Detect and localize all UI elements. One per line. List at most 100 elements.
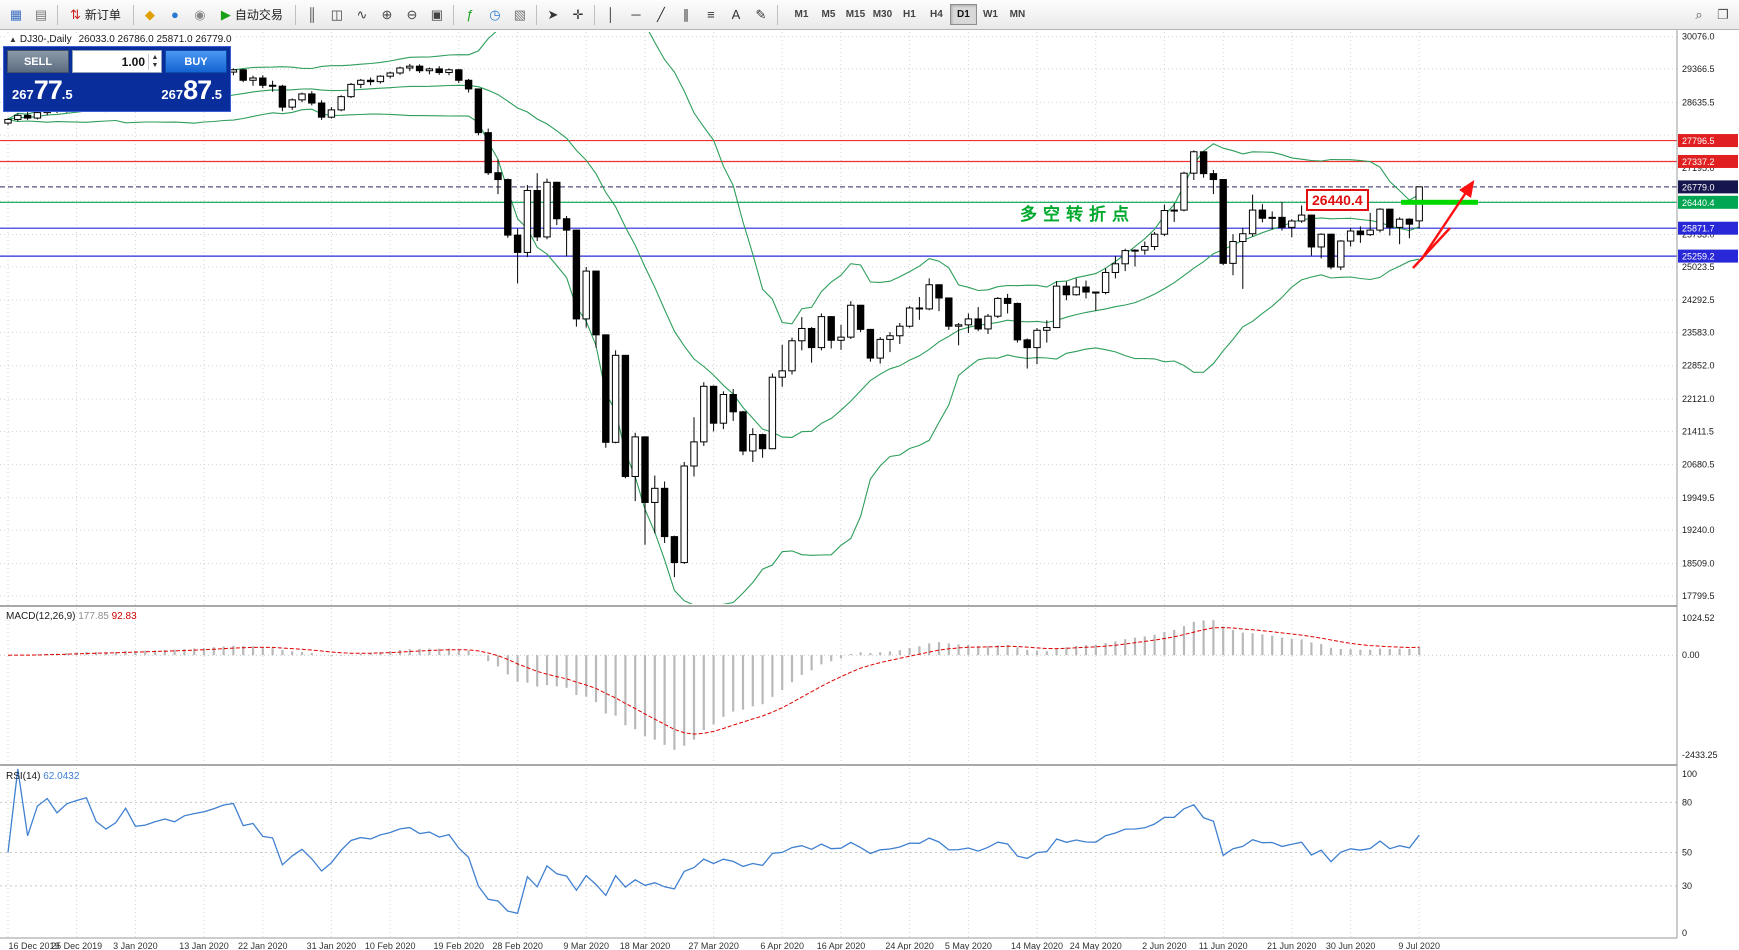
arrows-button[interactable]: ✎: [749, 3, 773, 27]
collapse-arrow-icon[interactable]: ▲: [9, 35, 17, 44]
sell-price[interactable]: 26777.5: [12, 75, 73, 105]
svg-text:30076.0: 30076.0: [1682, 32, 1715, 42]
tile-windows-button[interactable]: ▣: [425, 3, 449, 27]
volume-down-arrow-icon[interactable]: ▼: [151, 61, 159, 69]
chart-profiles-button[interactable]: ▤: [29, 3, 53, 27]
svg-text:6 Apr 2020: 6 Apr 2020: [760, 941, 804, 950]
autotrading-button-label: 自动交易: [234, 8, 283, 22]
periods-dropdown-icon: ◷: [489, 7, 501, 22]
price-badge-27337.2[interactable]: [1678, 154, 1738, 168]
candlestick-series: [4, 63, 1423, 578]
svg-text:-2433.25: -2433.25: [1682, 750, 1718, 760]
volume-stepper[interactable]: 1.00 ▲ ▼: [72, 50, 162, 73]
new-chart-icon: ▦: [9, 7, 23, 22]
symbol-period-label: DJ30-,Daily: [19, 34, 72, 45]
search-button[interactable]: ⌕: [1687, 3, 1711, 27]
timeframe-h1[interactable]: H1: [896, 4, 923, 25]
macd-indicator-label: MACD(12,26,9) 177.85 92.83: [6, 611, 137, 622]
toolbar-separator: [57, 4, 58, 25]
new-order-button-label: 新订单: [84, 8, 121, 22]
community-button[interactable]: ●: [163, 3, 187, 27]
fibonacci-button[interactable]: ≡: [699, 3, 723, 27]
volume-value[interactable]: 1.00: [121, 54, 145, 69]
price-badge-25871.7[interactable]: [1678, 221, 1738, 235]
cursor-button[interactable]: ➤: [541, 3, 565, 27]
buy-button[interactable]: BUY: [165, 50, 227, 73]
chart-background: [0, 30, 1739, 950]
fibonacci-icon: ≡: [707, 7, 715, 22]
svg-text:13 Jan 2020: 13 Jan 2020: [179, 941, 229, 950]
crosshair-icon: ✛: [572, 7, 584, 22]
new-window-button[interactable]: ❐: [1711, 3, 1735, 27]
timeframe-m30[interactable]: M30: [869, 4, 896, 25]
toolbar-separator: [593, 4, 595, 25]
trend-arrow[interactable]: [1420, 180, 1475, 261]
horizontal-line-icon: ─: [631, 7, 641, 22]
toolbar: ▦ ▤ ⇅ 新订单 ◆ ● ◉ ▶ 自动交易 ║ ◫ ∿ ⊕ ⊖ ▣ ƒ ◷ ▧ ➤ ✛ │ ─ ╱ ∥ ≡ A ✎ M1 M5 M15 M…: [0, 0, 1739, 30]
channel-button[interactable]: ∥: [674, 3, 698, 27]
zoom-out-icon: ⊖: [406, 7, 418, 22]
svg-text:1024.52: 1024.52: [1682, 613, 1715, 623]
timeframe-d1[interactable]: D1: [949, 4, 977, 25]
new-order-button[interactable]: ⇅ 新订单: [62, 3, 129, 27]
svg-text:24 May 2020: 24 May 2020: [1070, 941, 1122, 950]
new-chart-button[interactable]: ▦: [4, 3, 28, 27]
autotrading-button[interactable]: ▶ 自动交易: [213, 3, 291, 27]
svg-text:27 Mar 2020: 27 Mar 2020: [688, 941, 739, 950]
buy-price[interactable]: 26787.5: [161, 75, 222, 105]
svg-text:30 Jun 2020: 30 Jun 2020: [1326, 941, 1376, 950]
svg-text:28 Feb 2020: 28 Feb 2020: [492, 941, 543, 950]
svg-text:25023.5: 25023.5: [1682, 262, 1715, 272]
svg-text:5 May 2020: 5 May 2020: [945, 941, 992, 950]
crosshair-button[interactable]: ✛: [566, 3, 590, 27]
timeframe-w1[interactable]: W1: [977, 4, 1004, 25]
rsi-line: [7, 768, 1420, 915]
svg-text:30: 30: [1682, 881, 1692, 891]
timeframe-m5[interactable]: M5: [815, 4, 842, 25]
timeframe-m1[interactable]: M1: [788, 4, 815, 25]
timeframe-m15[interactable]: M15: [842, 4, 869, 25]
templates-button[interactable]: ▧: [508, 3, 532, 27]
toolbar-separator: [132, 4, 134, 25]
svg-text:21411.5: 21411.5: [1682, 426, 1714, 436]
svg-text:20680.5: 20680.5: [1682, 460, 1715, 470]
timeframe-mn[interactable]: MN: [1004, 4, 1031, 25]
svg-text:28635.5: 28635.5: [1682, 97, 1715, 107]
horizontal-line-button[interactable]: ─: [624, 3, 648, 27]
bar-chart-button[interactable]: ║: [300, 3, 324, 27]
sell-button[interactable]: SELL: [7, 50, 69, 73]
svg-text:19949.5: 19949.5: [1682, 493, 1715, 503]
indicators-button[interactable]: ƒ: [458, 3, 482, 27]
search-icon: ⌕: [1695, 7, 1703, 22]
timeframe-h4[interactable]: H4: [923, 4, 950, 25]
text-button[interactable]: A: [724, 3, 748, 27]
market-button[interactable]: ◆: [138, 3, 162, 27]
market-icon: ◆: [144, 7, 155, 22]
tile-windows-icon: ▣: [430, 7, 444, 22]
price-badge-26779[interactable]: [1678, 180, 1738, 194]
highlight-segment[interactable]: [1401, 199, 1478, 205]
svg-text:24 Apr 2020: 24 Apr 2020: [885, 941, 934, 950]
zoom-out-button[interactable]: ⊖: [400, 3, 424, 27]
trendline-icon: ╱: [657, 7, 665, 22]
signals-button[interactable]: ◉: [188, 3, 212, 27]
vertical-line-button[interactable]: │: [599, 3, 623, 27]
zoom-in-button[interactable]: ⊕: [375, 3, 399, 27]
trend-arrow-lower[interactable]: [1412, 227, 1451, 269]
price-badge-27796.5[interactable]: [1678, 134, 1738, 148]
volume-up-arrow-icon[interactable]: ▲: [151, 53, 159, 61]
periods-dropdown-button[interactable]: ◷: [483, 3, 507, 27]
line-chart-button[interactable]: ∿: [350, 3, 374, 27]
price-badge-25259.2[interactable]: [1678, 249, 1738, 263]
trendline-button[interactable]: ╱: [649, 3, 673, 27]
svg-text:26440.4: 26440.4: [1682, 198, 1715, 208]
svg-text:29366.5: 29366.5: [1682, 64, 1715, 74]
candlestick-chart-button[interactable]: ◫: [325, 3, 349, 27]
price-badge-26440.4[interactable]: [1678, 195, 1738, 209]
svg-text:22 Jan 2020: 22 Jan 2020: [238, 941, 288, 950]
svg-text:16 Apr 2020: 16 Apr 2020: [817, 941, 866, 950]
toolbar-separator: [294, 4, 296, 25]
svg-text:100: 100: [1682, 769, 1697, 779]
chart-canvas[interactable]: 30076.029366.528635.527195.025733.025023…: [0, 30, 1739, 950]
